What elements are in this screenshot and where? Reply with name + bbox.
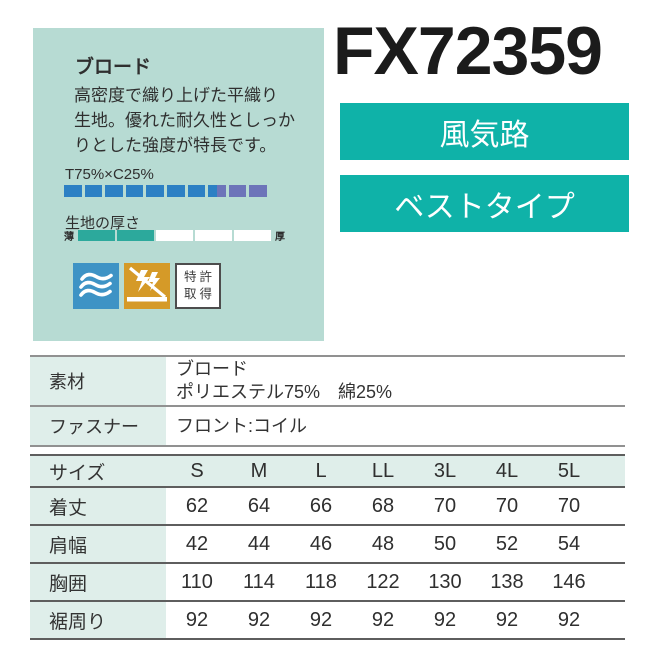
size-header-cell: 5L bbox=[557, 459, 581, 482]
thickness-segment bbox=[195, 230, 232, 241]
blend-bar-segment bbox=[125, 185, 144, 197]
size-value: 68 bbox=[371, 494, 395, 517]
blend-ratio-label: T75%×C25% bbox=[65, 166, 154, 183]
fabric-description-line: 高密度で織り上げた平織り bbox=[74, 86, 278, 105]
size-header-cell: LL bbox=[371, 459, 395, 482]
fastener-value-line: フロント:コイル bbox=[176, 415, 308, 436]
size-value: 64 bbox=[247, 494, 271, 517]
size-value: 54 bbox=[557, 532, 581, 555]
anti-static-icon bbox=[124, 263, 170, 309]
size-value: 44 bbox=[247, 532, 271, 555]
size-header-cell: M bbox=[250, 459, 268, 482]
row-value-material: ブロード ポリエステル75% 綿25% bbox=[166, 357, 392, 405]
blend-bar-segment bbox=[84, 185, 103, 197]
size-value: 66 bbox=[309, 494, 333, 517]
size-value: 92 bbox=[433, 608, 457, 631]
material-value-line: ブロード bbox=[176, 359, 248, 379]
size-header-cell: S bbox=[190, 459, 204, 482]
size-header-cell: 4L bbox=[495, 459, 519, 482]
size-value: 92 bbox=[557, 608, 581, 631]
blend-bar-segment bbox=[146, 185, 164, 197]
blend-bar-segment bbox=[208, 185, 226, 197]
feature-tag-airflow: 風気路 bbox=[340, 103, 629, 160]
blend-bar-segment bbox=[64, 185, 82, 197]
size-value: 62 bbox=[185, 494, 209, 517]
size-value: 114 bbox=[243, 570, 275, 593]
blend-ratio-bar bbox=[64, 185, 267, 197]
table-row-chest: 胸囲 110 114 118 122 130 138 146 bbox=[30, 564, 625, 602]
table-row-hem: 裾周り 92 92 92 92 92 92 92 bbox=[30, 602, 625, 640]
table-row-body-length: 着丈 62 64 66 68 70 70 70 bbox=[30, 488, 625, 526]
patent-badge-line: 特許 bbox=[183, 270, 215, 285]
thickness-min-label: 薄 bbox=[64, 232, 74, 243]
blend-bar-segment bbox=[166, 185, 185, 197]
thickness-gauge: 薄 厚 bbox=[64, 228, 285, 243]
blend-bar-segment bbox=[187, 185, 206, 197]
size-value: 138 bbox=[490, 570, 524, 593]
size-header-cell: L bbox=[315, 459, 327, 482]
row-value-fastener: フロント:コイル bbox=[166, 407, 307, 445]
fabric-description-line: 生地。優れた耐久性としっか bbox=[74, 111, 295, 130]
size-value: 130 bbox=[428, 570, 462, 593]
size-value: 92 bbox=[247, 608, 271, 631]
breathability-icon bbox=[73, 263, 119, 309]
size-value: 70 bbox=[433, 494, 457, 517]
feature-icons: 特許 取得 bbox=[73, 263, 221, 309]
row-label: 胸囲 bbox=[30, 564, 166, 600]
size-value: 92 bbox=[185, 608, 209, 631]
thickness-segment bbox=[78, 230, 115, 241]
row-label: 裾周り bbox=[30, 602, 166, 638]
feature-tag-vest-type: ベストタイプ bbox=[340, 175, 629, 232]
size-value: 92 bbox=[371, 608, 395, 631]
fabric-description: 高密度で織り上げた平織り 生地。優れた耐久性としっか りとした強度が特長です。 bbox=[74, 83, 295, 158]
thickness-segment bbox=[117, 230, 154, 241]
thickness-label: 生地の厚さ bbox=[65, 215, 141, 232]
fabric-name: ブロード bbox=[75, 56, 152, 78]
thickness-segment bbox=[234, 230, 271, 241]
thickness-segment bbox=[156, 230, 193, 241]
size-value: 92 bbox=[309, 608, 333, 631]
size-value: 110 bbox=[181, 570, 213, 593]
fabric-info-card: ブロード 高密度で織り上げた平織り 生地。優れた耐久性としっか りとした強度が特… bbox=[33, 28, 324, 341]
size-header-cell: 3L bbox=[433, 459, 457, 482]
table-row-fastener: ファスナー フロント:コイル bbox=[30, 407, 625, 447]
material-table: 素材 ブロード ポリエステル75% 綿25% ファスナー フロント:コイル bbox=[30, 355, 625, 447]
size-value: 118 bbox=[305, 570, 337, 593]
row-label: 肩幅 bbox=[30, 526, 166, 562]
blend-bar-segment bbox=[249, 185, 267, 197]
material-value-line: ポリエステル75% 綿25% bbox=[176, 382, 393, 402]
size-value: 42 bbox=[185, 532, 209, 555]
size-table: サイズ S M L LL 3L 4L 5L 着丈 62 64 66 68 70 … bbox=[30, 454, 625, 640]
blend-bar-segment bbox=[105, 185, 123, 197]
size-value: 146 bbox=[552, 570, 586, 593]
table-row-material: 素材 ブロード ポリエステル75% 綿25% bbox=[30, 357, 625, 407]
size-value: 70 bbox=[557, 494, 581, 517]
row-label-material: 素材 bbox=[30, 357, 166, 405]
patent-badge: 特許 取得 bbox=[175, 263, 221, 309]
size-value: 122 bbox=[366, 570, 400, 593]
thickness-max-label: 厚 bbox=[275, 232, 285, 243]
blend-bar-segment bbox=[228, 185, 247, 197]
size-value: 70 bbox=[495, 494, 519, 517]
row-label-fastener: ファスナー bbox=[30, 407, 166, 445]
size-value: 52 bbox=[495, 532, 519, 555]
row-label: 着丈 bbox=[30, 488, 166, 524]
size-value: 50 bbox=[433, 532, 457, 555]
product-code: FX72359 bbox=[333, 13, 603, 89]
thickness-bar bbox=[78, 230, 271, 241]
size-header-label: サイズ bbox=[49, 462, 106, 484]
size-value: 92 bbox=[495, 608, 519, 631]
size-value: 48 bbox=[371, 532, 395, 555]
table-row-shoulder-width: 肩幅 42 44 46 48 50 52 54 bbox=[30, 526, 625, 564]
fabric-description-line: りとした強度が特長です。 bbox=[74, 136, 277, 155]
size-value: 46 bbox=[309, 532, 333, 555]
size-table-header-row: サイズ S M L LL 3L 4L 5L bbox=[30, 456, 625, 488]
patent-badge-line: 取得 bbox=[183, 287, 215, 301]
spec-tables: 素材 ブロード ポリエステル75% 綿25% ファスナー フロント:コイル サイ… bbox=[30, 355, 625, 640]
